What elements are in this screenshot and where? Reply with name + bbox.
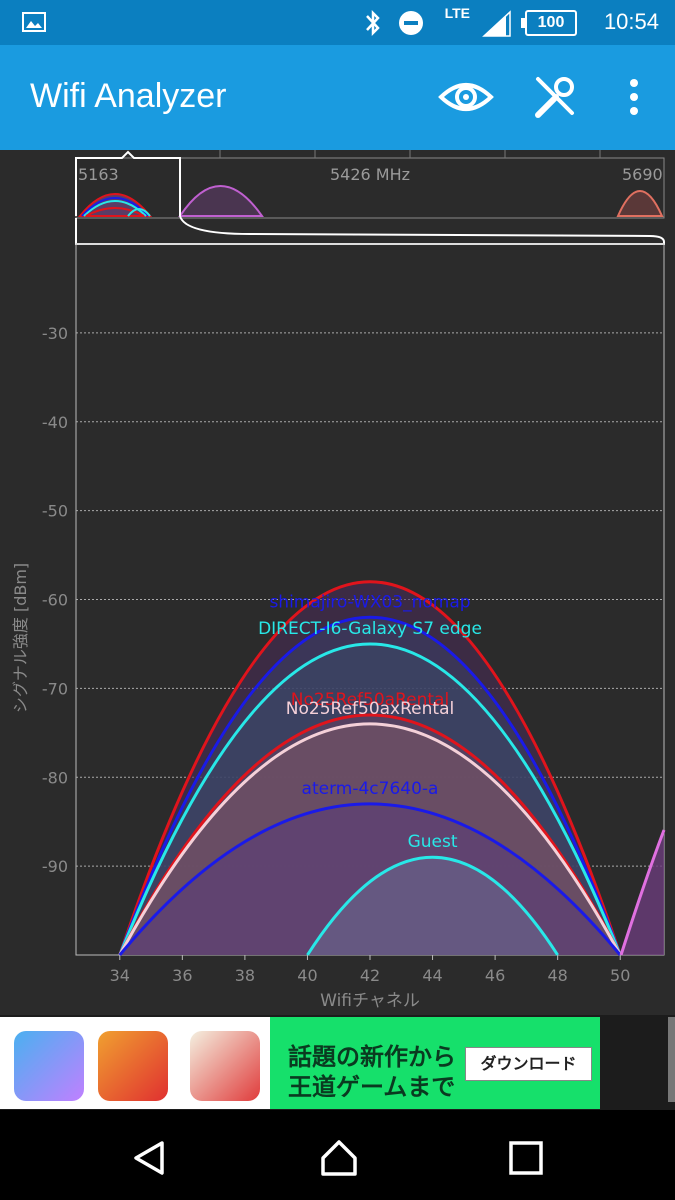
x-tick-label: 34 (110, 966, 130, 985)
channel-graph[interactable]: 5163 5426 MHz 5690 shimajiro-WX03_nomap D… (0, 150, 675, 1015)
x-axis-label: Wifiチャネル (320, 991, 420, 1011)
overview-freq-right: 5690 (622, 165, 663, 184)
channel-curve-line (306, 855, 559, 956)
channel-curve-line (118, 713, 622, 956)
overview-freq-mid: 5426 MHz (330, 165, 410, 184)
download-button[interactable]: ダウンロード (465, 1047, 592, 1081)
app-title: Wifi Analyzer (30, 77, 227, 115)
ad-image[interactable]: 話題の新作から 王道ゲームまで ダウンロード (0, 1017, 600, 1109)
bluetooth-icon (366, 9, 380, 37)
ad-line-2: 王道ゲームまで (288, 1073, 456, 1101)
y-tick-label: -50 (42, 502, 68, 521)
network-label: aterm-4c7640-a (302, 779, 439, 799)
network-label: shimajiro-WX03_nomap (269, 592, 470, 612)
channel-graph-panel[interactable]: 5163 5426 MHz 5690 shimajiro-WX03_nomap D… (0, 150, 675, 1015)
network-type: LTE (444, 5, 470, 21)
y-tick-label: -90 (42, 857, 68, 876)
y-tick-label: -30 (42, 324, 68, 343)
game-thumbnail-2 (98, 1031, 168, 1101)
battery-indicator: 100 (521, 10, 577, 36)
signal-icon (482, 10, 511, 37)
network-label: No25Ref50axRental (286, 699, 454, 719)
ad-line-1: 話題の新作から (288, 1043, 456, 1071)
x-tick-label: 36 (172, 966, 192, 985)
overview-freq-left: 5163 (78, 165, 119, 184)
ad-text-panel: 話題の新作から 王道ゲームまで ダウンロード (270, 1017, 600, 1109)
recents-icon[interactable] (508, 1140, 544, 1176)
eye-icon[interactable] (438, 75, 494, 119)
app-bar: Wifi Analyzer (0, 45, 675, 150)
x-tick-label: 38 (235, 966, 255, 985)
x-tick-label: 50 (610, 966, 630, 985)
status-bar: LTE 100 10:54 (0, 0, 675, 45)
network-label: DIRECT-I6-Galaxy S7 edge (258, 619, 482, 639)
channel-curve-line (118, 722, 622, 956)
tools-icon[interactable] (532, 75, 576, 119)
y-tick-label: -40 (42, 413, 68, 432)
x-tick-label: 46 (485, 966, 505, 985)
channel-curve-line (118, 802, 622, 956)
y-axis-label: シグナル強度 [dBm] (11, 563, 30, 713)
channel-curves (118, 580, 622, 956)
game-thumbnail-1 (14, 1031, 84, 1101)
ad-banner[interactable]: 話題の新作から 王道ゲームまで ダウンロード (0, 1015, 675, 1110)
x-tick-label: 44 (422, 966, 442, 985)
game-thumbnail-3 (190, 1031, 260, 1101)
network-label: Guest (408, 832, 458, 852)
y-tick-label: -70 (42, 679, 68, 698)
next-channel-curve-line (619, 829, 666, 956)
y-tick-label: -60 (42, 591, 68, 610)
navigation-bar (0, 1110, 675, 1200)
back-icon[interactable] (132, 1140, 168, 1176)
network-label: No25Ref50aRental (291, 690, 449, 710)
y-axis-ticks: -30 -40 -50 -60 -70 -80 -90 (42, 324, 68, 876)
x-tick-label: 42 (360, 966, 380, 985)
overflow-menu-icon[interactable] (624, 75, 644, 119)
status-time: 10:54 (603, 9, 659, 34)
image-notification-icon (22, 12, 46, 32)
overview-strip[interactable]: 5163 5426 MHz 5690 (75, 150, 665, 245)
scrollbar[interactable] (668, 1017, 675, 1102)
channel-curve-line (118, 615, 622, 956)
x-axis-ticks: 34 36 38 40 42 44 46 48 50 (110, 955, 630, 985)
home-icon[interactable] (319, 1138, 359, 1178)
x-tick-label: 40 (297, 966, 317, 985)
channel-curve-line (118, 580, 622, 956)
channel-curve-line (118, 642, 622, 956)
x-tick-label: 48 (547, 966, 567, 985)
do-not-disturb-icon (399, 11, 423, 35)
y-tick-label: -80 (42, 768, 68, 787)
network-labels: shimajiro-WX03_nomap DIRECT-I6-Galaxy S7 … (258, 592, 482, 852)
